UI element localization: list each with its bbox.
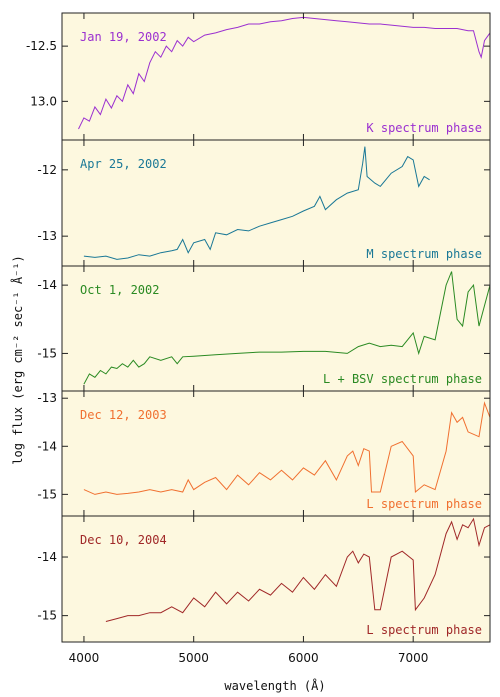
panel-date-label: Dec 12, 2003 (80, 408, 167, 422)
panel-1: -12.5 13.0 Jan 19, 2002 K spectrum phase (26, 12, 491, 141)
y-axis-title: log flux (erg cm⁻² sec⁻¹ Å⁻¹) (10, 255, 25, 465)
x-tick-label: 4000 (69, 651, 100, 665)
x-tick-label: 7000 (398, 651, 429, 665)
panel-background (62, 13, 490, 140)
spectrum-line (83, 271, 491, 385)
x-axis-title: wavelength (Å) (224, 678, 325, 693)
y-tick-label: -12 (37, 163, 57, 177)
spectrum-line (105, 517, 491, 622)
y-tick-label: 13.0 (30, 94, 57, 108)
y-tick-label: -15 (37, 609, 57, 623)
panel-date-label: Oct 1, 2002 (80, 283, 159, 297)
panel-3: -14 -15 Oct 1, 2002 L + BSV spectrum phase (37, 265, 491, 392)
y-tick-label: -14 (37, 278, 57, 292)
panel-phase-label: L spectrum phase (366, 497, 482, 511)
spectrum-line (83, 146, 430, 260)
panel-background (62, 391, 490, 516)
panel-frame (61, 515, 491, 643)
spectrum-line (78, 16, 491, 130)
panel-phase-label: M spectrum phase (366, 247, 482, 261)
y-tick-label: -15 (37, 346, 57, 360)
y-tick-label: -12.5 (26, 39, 57, 53)
panel-5: -14 -15 Dec 10, 2004 L spectrum phase (37, 515, 491, 643)
panel-2: -12 -13 Apr 25, 2002 M spectrum phase (37, 139, 491, 267)
panel-date-label: Apr 25, 2002 (80, 157, 167, 171)
panel-4: -13 -14 -15 Dec 12, 2003 L spectrum phase (37, 390, 491, 517)
panel-background (62, 266, 490, 391)
y-tick-label: -14 (37, 439, 57, 453)
panel-date-label: Dec 10, 2004 (80, 533, 167, 547)
panel-background (62, 140, 490, 266)
y-tick-label: -14 (37, 550, 57, 564)
x-tick-label: 6000 (288, 651, 319, 665)
panel-phase-label: L spectrum phase (366, 623, 482, 637)
spectrum-line (83, 401, 491, 495)
y-tick-label: -13 (37, 229, 57, 243)
y-tick-label: -15 (37, 487, 57, 501)
x-tick-label: 5000 (178, 651, 209, 665)
y-tick-label: -13 (37, 391, 57, 405)
panel-background (62, 516, 490, 642)
panel-phase-label: L + BSV spectrum phase (323, 372, 482, 386)
x-axis: 4000 5000 6000 7000 (69, 651, 429, 665)
panel-phase-label: K spectrum phase (366, 121, 482, 135)
panel-date-label: Jan 19, 2002 (80, 30, 167, 44)
